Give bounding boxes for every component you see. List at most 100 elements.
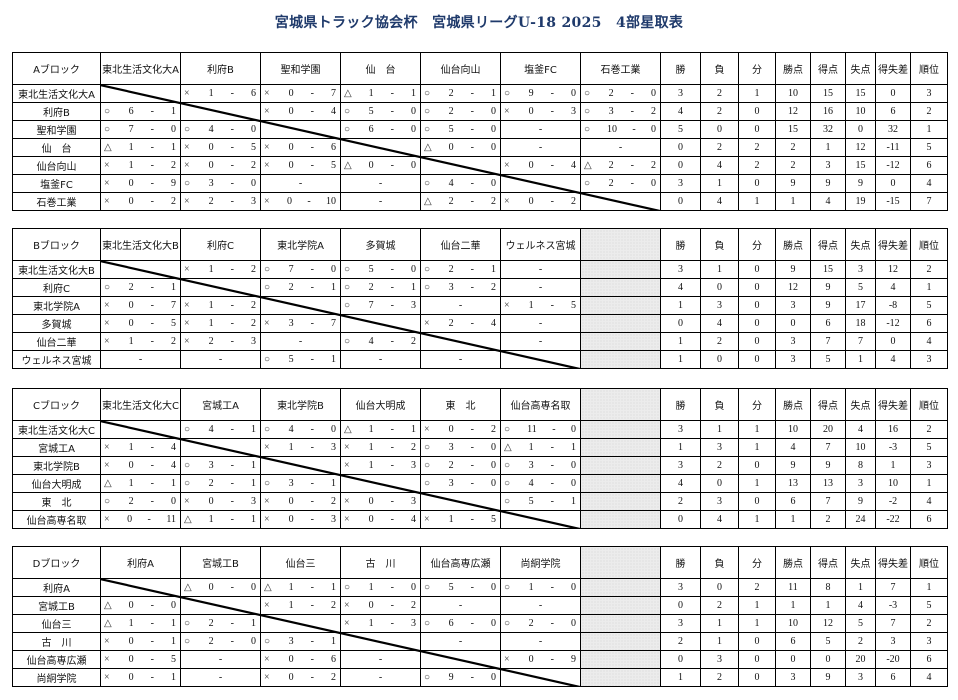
score-dash: -	[150, 282, 154, 293]
result-mark: ○	[104, 282, 111, 293]
team-row: 仙台高専広瀬 × 0-5- × 0-6- × 0-9 0 3 0 0 0 20 -20 6	[12, 650, 948, 669]
goals-against: 4	[330, 106, 336, 117]
stat-header: 失点	[845, 546, 876, 579]
goals-for: 1	[288, 582, 294, 593]
stat-value: 9	[775, 260, 811, 279]
score-dash: -	[230, 460, 234, 471]
stat-value: 1	[700, 420, 739, 439]
block-c-table: Cブロック 東北生活文化大C 宮城工A 東北学院B 仙台大明成東 北仙台高専名取勝負分勝…	[12, 388, 948, 529]
result-mark: ○	[344, 300, 351, 311]
match-result: × 0 - 3	[340, 492, 421, 511]
goals-against: 0	[490, 582, 496, 593]
result-mark: ×	[424, 318, 430, 329]
stat-value: 10	[775, 420, 811, 439]
stat-header: 得点	[810, 546, 846, 579]
stat-value: 3	[910, 350, 948, 369]
stat-value: 4	[700, 314, 739, 333]
result-mark: ○	[184, 124, 191, 135]
score: × 1 - 6	[182, 88, 260, 99]
stat-value: -22	[875, 510, 911, 529]
result-mark: ×	[184, 88, 190, 99]
score-dash: -	[150, 318, 154, 329]
goals-for: 2	[448, 106, 454, 117]
self-match-cell	[500, 510, 581, 529]
goals-for: 0	[368, 496, 374, 507]
stat-value: 9	[775, 174, 811, 193]
score-dash: -	[470, 142, 474, 153]
goals-against: 11	[166, 514, 176, 525]
score-dash: -	[470, 178, 474, 189]
score: × 0 - 2	[262, 496, 340, 507]
result-mark: ×	[264, 318, 270, 329]
score-dash: -	[390, 424, 394, 435]
goals-against: 4	[170, 442, 176, 453]
goals-for: 5	[288, 354, 294, 365]
score: ○ 3 - 1	[182, 460, 260, 471]
result-mark: ○	[104, 124, 111, 135]
stat-value: 2	[700, 102, 739, 121]
score-dash: -	[310, 636, 314, 647]
stat-value: 7	[810, 492, 846, 511]
goals-for: 1	[128, 336, 134, 347]
stat-value: 2	[700, 84, 739, 103]
result-mark: ○	[424, 672, 431, 683]
match-result: × 1 - 2	[100, 332, 181, 351]
stat-header: 負	[700, 228, 739, 261]
goals-for: 3	[208, 460, 214, 471]
stat-value: 3	[660, 456, 701, 475]
result-mark: ○	[184, 424, 191, 435]
stat-value: 0	[660, 156, 701, 175]
match-result: × 0 - 2	[500, 192, 581, 211]
goals-for: 4	[288, 424, 294, 435]
score: ○ 1 - 0	[502, 582, 580, 593]
result-mark: ○	[264, 424, 271, 435]
match-result: ○ 2 - 1	[340, 278, 421, 297]
match-result: -	[260, 332, 341, 351]
match-result: ○ 4 - 0	[180, 120, 261, 139]
stat-value: 0	[700, 278, 739, 297]
goals-for: 1	[128, 442, 134, 453]
stat-header: 負	[700, 388, 739, 421]
score: ○ 3 - 0	[502, 460, 580, 471]
goals-for: 3	[208, 178, 214, 189]
score: △ 2 - 2	[422, 196, 500, 207]
score: ○ 5 - 1	[502, 496, 580, 507]
stat-value: 6	[775, 632, 811, 651]
goals-for: 0	[368, 160, 374, 171]
stat-value: -2	[875, 492, 911, 511]
score: ○ 2 - 0	[102, 496, 180, 507]
result-mark: ×	[104, 442, 110, 453]
goals-against: 3	[410, 300, 416, 311]
stat-value: -20	[875, 650, 911, 669]
score: ○ 4 - 1	[182, 424, 260, 435]
score-dash: -	[150, 142, 154, 153]
stat-value: 1	[810, 138, 846, 157]
score: ○ 3 - 1	[262, 636, 340, 647]
goals-for: 0	[288, 514, 294, 525]
team-column-header: 東北生活文化大C	[100, 388, 181, 421]
score-dash: -	[390, 514, 394, 525]
score-dash: -	[310, 354, 314, 365]
stat-value: 1	[738, 510, 776, 529]
result-mark: ○	[104, 496, 111, 507]
score: ○ 4 - 0	[262, 424, 340, 435]
match-result: ○ 1 - 0	[500, 578, 581, 597]
score-dash: -	[310, 600, 314, 611]
score-dash: -	[147, 514, 151, 525]
result-mark: ○	[344, 336, 351, 347]
score-dash: -	[390, 264, 394, 275]
goals-against: 0	[570, 478, 576, 489]
stat-value: 16	[810, 102, 846, 121]
match-result: -	[180, 650, 261, 669]
goals-for: 5	[448, 582, 454, 593]
stat-header: 失点	[845, 388, 876, 421]
score: △ 0 - 0	[422, 142, 500, 153]
match-result: △ 0 - 0	[180, 578, 261, 597]
result-mark: ×	[504, 106, 510, 117]
goals-for: 2	[608, 160, 614, 171]
goals-for: 1	[448, 514, 454, 525]
goals-for: 7	[128, 124, 134, 135]
score-dash: -	[150, 496, 154, 507]
team-row: 古 川 × 0-1 ○ 2-0 ○ 3-1- -2 1 0 6 5 2 3 3	[12, 632, 948, 651]
match-result: ○ 2 - 1	[260, 278, 341, 297]
